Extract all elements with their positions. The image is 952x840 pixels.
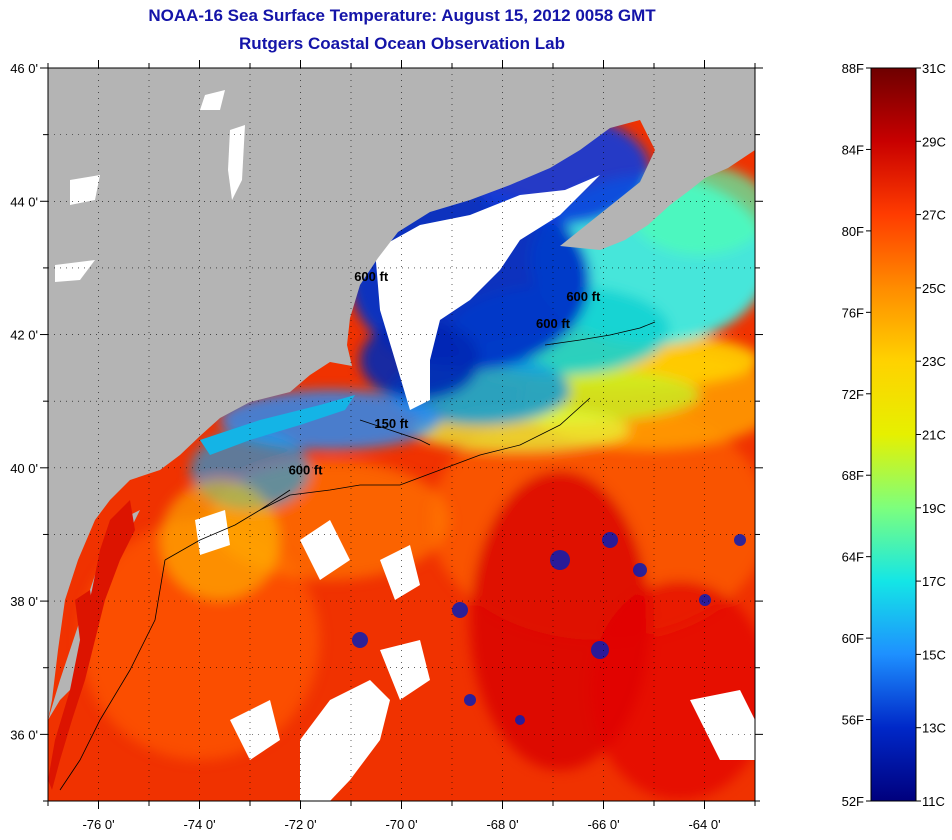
colorbar-c-label: 27C: [922, 208, 946, 223]
latitude-label: 46 0': [10, 61, 38, 76]
latitude-labels: 46 0' 44 0' 42 0' 40 0' 38 0' 36 0': [10, 61, 38, 742]
colorbar-c-label: 15C: [922, 647, 946, 662]
longitude-label: -68 0': [486, 817, 518, 832]
colorbar-f-label: 80F: [842, 224, 864, 239]
colorbar-c-label: 31C: [922, 61, 946, 76]
map-grid: [48, 68, 755, 801]
colorbar-fahrenheit-labels: 88F 84F 80F 76F 72F 68F 64F 60F 56F 52F: [842, 61, 871, 809]
longitude-label: -66 0': [587, 817, 619, 832]
colorbar-f-label: 84F: [842, 142, 864, 157]
colorbar-f-label: 56F: [842, 713, 864, 728]
colorbar-f-label: 60F: [842, 631, 864, 646]
cold-eddies: [352, 532, 746, 725]
latitude-label: 38 0': [10, 594, 38, 609]
contour-depth-label: 600 ft: [354, 269, 389, 284]
longitude-labels: -76 0' -74 0' -72 0' -70 0' -68 0' -66 0' -64 …: [82, 817, 720, 832]
colorbar-c-label: 11C: [922, 794, 945, 809]
latitude-label: 40 0': [10, 461, 38, 476]
contour-labels: 600 ft 600 ft 600 ft 150 ft 600 ft: [289, 269, 601, 477]
colorbar-f-label: 64F: [842, 550, 864, 565]
longitude-label: -64 0': [688, 817, 720, 832]
map-ticks: [40, 60, 763, 809]
colorbar-c-label: 13C: [922, 721, 946, 736]
longitude-label: -74 0': [183, 817, 215, 832]
longitude-label: -76 0': [82, 817, 114, 832]
colorbar: [870, 67, 917, 802]
colorbar-c-label: 19C: [922, 501, 946, 516]
coastal-waters: [200, 395, 355, 455]
colorbar-c-label: 21C: [922, 428, 946, 443]
map-title: NOAA-16 Sea Surface Temperature: August …: [148, 6, 656, 25]
map-subtitle: Rutgers Coastal Ocean Observation Lab: [239, 34, 565, 53]
colorbar-f-label: 52F: [842, 794, 864, 809]
colorbar-f-label: 88F: [842, 61, 864, 76]
bathymetry-contours: [59, 321, 656, 791]
colorbar-c-label: 17C: [922, 574, 946, 589]
map-area: [48, 68, 755, 801]
longitude-label: -70 0': [385, 817, 417, 832]
colorbar-c-label: 25C: [922, 281, 946, 296]
colorbar-celsius-labels: 31C 29C 27C 25C 23C 21C 19C 17C 15C 13C 11C: [916, 61, 946, 809]
contour-depth-label: 150 ft: [374, 416, 409, 431]
inland-white: [55, 90, 245, 282]
contour-depth-label: 600 ft: [289, 462, 324, 477]
longitude-label: -72 0': [284, 817, 316, 832]
colorbar-f-label: 68F: [842, 468, 864, 483]
latitude-label: 36 0': [10, 727, 38, 742]
latitude-label: 42 0': [10, 328, 38, 343]
chesapeake-bay: [48, 500, 135, 790]
latitude-label: 44 0': [10, 194, 38, 209]
colorbar-c-label: 23C: [922, 354, 946, 369]
contour-depth-label: 600 ft: [566, 289, 601, 304]
colorbar-f-label: 76F: [842, 305, 864, 320]
colorbar-f-label: 72F: [842, 387, 864, 402]
colorbar-c-label: 29C: [922, 134, 946, 149]
contour-depth-label: 600 ft: [536, 316, 571, 331]
